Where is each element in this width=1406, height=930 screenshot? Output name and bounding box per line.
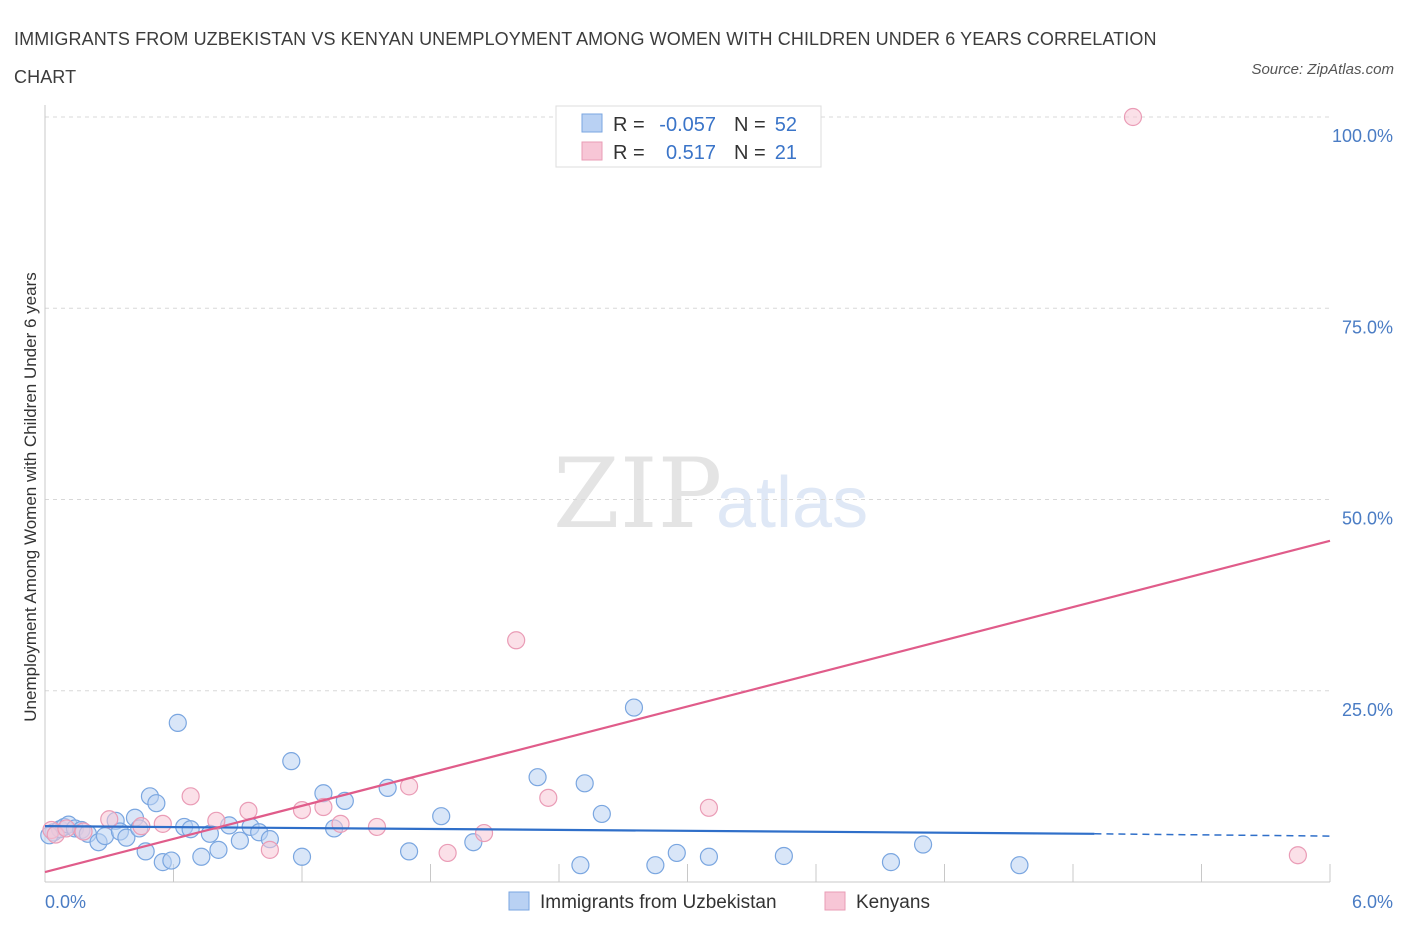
uzbekistan-point-47 [774, 846, 793, 866]
uzbekistan-point-50 [1010, 856, 1029, 875]
stats-r-value-blue: -0.057 [659, 114, 716, 136]
uzbekistan-point-46 [699, 847, 719, 866]
uzbekistan-point-11 [117, 828, 136, 847]
kenyans-point-20 [699, 798, 719, 817]
uzbekistan-point-30 [282, 752, 301, 771]
chart-title: IMMIGRANTS FROM UZBEKISTAN VS KENYAN UNE… [14, 29, 1157, 87]
watermark-zip: ZIP [553, 438, 722, 550]
kenyans-point-10 [260, 840, 279, 859]
stats-legend-swatch-blue [581, 113, 603, 133]
y-tick-label-25: 25.0% [1342, 700, 1393, 720]
y-tick-label-100: 100.0% [1332, 126, 1393, 146]
kenyans-point-12 [314, 797, 333, 817]
stats-legend: R = -0.057 N = 52 R = 0.517 N = 21 [555, 105, 822, 168]
kenyans-point-22 [1288, 846, 1307, 865]
uzbekistan-point-48 [881, 853, 901, 872]
stats-n-value-blue: 52 [775, 114, 797, 136]
stats-n-value-pink: 21 [775, 142, 797, 164]
stats-r-label-pink: R = [613, 142, 645, 164]
stats-n-label-pink: N = [734, 142, 766, 164]
legend-label-uzbekistan: Immigrants from Uzbekistan [540, 892, 777, 913]
stats-n-label-blue: N = [734, 114, 766, 136]
kenyans-point-9 [239, 801, 258, 820]
y-tick-label-50: 50.0% [1342, 509, 1393, 529]
kenyans-point-7 [181, 787, 200, 806]
bottom-legend: Immigrants from Uzbekistan Kenyans [508, 891, 930, 913]
kenyans-point-13 [331, 814, 350, 833]
kenyans-point-2 [57, 819, 76, 838]
uzbekistan-point-24 [209, 840, 228, 859]
uzbekistan-point-43 [624, 698, 644, 717]
uzbekistan-point-44 [646, 856, 665, 875]
uzbekistan-point-19 [168, 713, 187, 732]
kenyans-point-21 [1123, 107, 1143, 127]
y-tick-labels: 25.0% 50.0% 75.0% 100.0% [1332, 126, 1393, 720]
uzbekistan-point-42 [592, 804, 611, 824]
watermark-atlas: atlas [716, 463, 868, 543]
uzbekistan-point-31 [292, 847, 312, 866]
x-ticks [44, 864, 1331, 882]
uzbekistan-point-16 [147, 794, 166, 813]
legend-label-kenyans: Kenyans [856, 892, 930, 913]
uzbekistan-point-37 [432, 807, 451, 826]
uzbekistan-point-40 [571, 856, 590, 875]
y-axis-label: Unemployment Among Women with Children U… [21, 272, 40, 721]
uzbekistan-point-39 [528, 768, 547, 787]
series-uzbekistan-points [40, 698, 1029, 875]
kenyans-point-4 [100, 810, 119, 829]
kenyans-point-8 [207, 811, 226, 830]
uzbekistan-point-49 [913, 835, 933, 854]
kenyans-point-6 [153, 814, 172, 833]
kenyans-point-18 [507, 631, 526, 650]
uzbekistan-point-36 [399, 842, 419, 861]
kenyans-point-16 [438, 843, 457, 863]
x-tick-label-min: 0.0% [45, 892, 86, 912]
trend-line-uzbekistan-extension [1094, 833, 1331, 837]
y-tick-label-75: 75.0% [1342, 317, 1393, 337]
uzbekistan-point-26 [230, 831, 249, 850]
kenyans-point-17 [474, 823, 494, 843]
kenyans-point-19 [539, 788, 558, 807]
stats-r-value-pink: 0.517 [666, 142, 716, 164]
grid-lines [45, 116, 1330, 692]
kenyans-point-14 [367, 817, 387, 837]
legend-swatch-uzbekistan [508, 891, 530, 911]
source-label: Source: ZipAtlas.com [1251, 61, 1394, 78]
uzbekistan-point-22 [192, 847, 211, 866]
uzbekistan-point-18 [162, 851, 181, 870]
uzbekistan-point-45 [667, 843, 686, 863]
legend-swatch-kenyans [824, 891, 846, 911]
stats-legend-swatch-pink [581, 141, 603, 161]
uzbekistan-point-8 [95, 826, 115, 846]
trend-lines [44, 539, 1331, 874]
trend-line-kenyans [44, 539, 1331, 874]
stats-r-label-blue: R = [613, 114, 645, 136]
x-tick-label-max: 6.0% [1352, 892, 1393, 912]
uzbekistan-point-41 [575, 774, 594, 793]
